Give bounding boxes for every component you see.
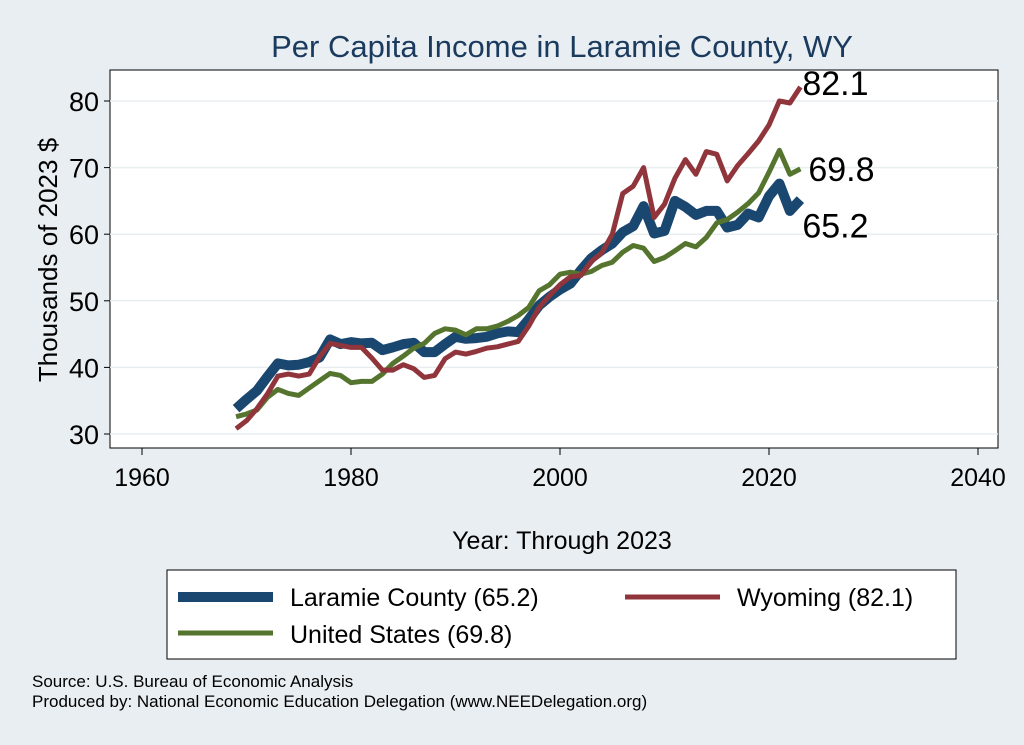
- series-line-1: [234, 85, 803, 431]
- end-labels: 65.2 82.1 69.8: [802, 65, 874, 246]
- y-tick-label-70: 70: [69, 154, 99, 184]
- y-tick-label-50: 50: [69, 287, 99, 317]
- produced-by-note: Produced by: National Economic Education…: [32, 692, 648, 711]
- source-note: Source: U.S. Bureau of Economic Analysis: [32, 672, 354, 691]
- x-tick-label-1960: 1960: [114, 464, 170, 492]
- series-line-0: [232, 178, 805, 413]
- x-axis-label: Year: Through 2023: [452, 527, 672, 555]
- end-label-1: 82.1: [802, 65, 868, 103]
- y-tick-label-30: 30: [69, 420, 99, 450]
- y-tick-label-80: 80: [69, 87, 99, 117]
- y-axis-label: Thousands of 2023 $: [33, 137, 63, 382]
- y-tick-label-40: 40: [69, 353, 99, 383]
- x-tick-label-2000: 2000: [532, 464, 588, 492]
- legend-box: [166, 569, 957, 660]
- end-label-0: 65.2: [802, 208, 868, 246]
- gridlines: [110, 100, 998, 435]
- legend: Laramie County (65.2) Wyoming (82.1) Uni…: [166, 569, 957, 660]
- x-tick-label-2040: 2040: [950, 464, 1006, 492]
- end-label-2: 69.8: [808, 151, 874, 189]
- series-lines: [232, 85, 805, 431]
- legend-label-us: United States (69.8): [290, 621, 512, 649]
- plot-area: [109, 69, 999, 449]
- chart-title: Per Capita Income in Laramie County, WY: [271, 29, 853, 64]
- y-tick-label-60: 60: [69, 220, 99, 250]
- x-tick-label-1980: 1980: [323, 464, 379, 492]
- x-tick-label-2020: 2020: [741, 464, 797, 492]
- series-line-2: [235, 147, 802, 420]
- axis-ticks: 30 40 50 60 70 80 1960 1980 2000 2020 2040: [69, 87, 1006, 492]
- legend-label-laramie: Laramie County (65.2): [290, 584, 539, 612]
- legend-label-wyoming: Wyoming (82.1): [737, 584, 913, 612]
